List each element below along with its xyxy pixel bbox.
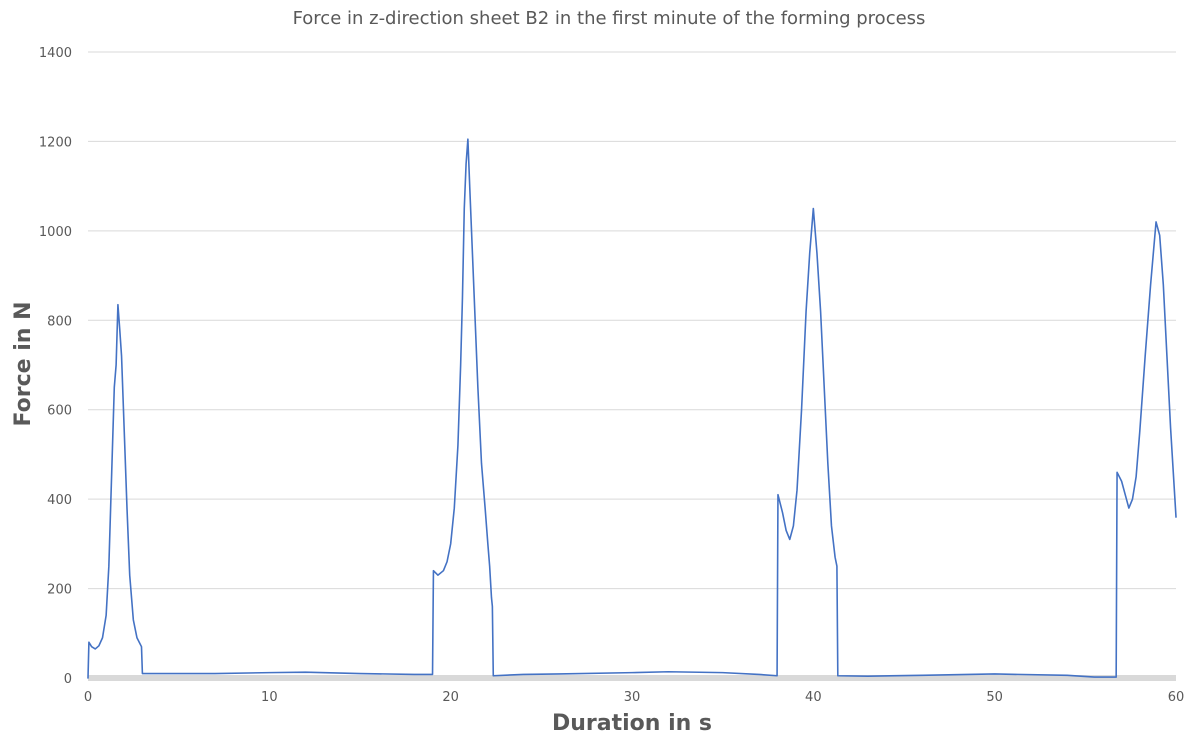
x-tick-label: 60 [1168, 690, 1184, 705]
x-axis-label: Duration in s [552, 711, 712, 736]
y-tick-label: 1000 [39, 225, 72, 240]
x-tick-label: 20 [442, 690, 459, 705]
x-tick-label: 40 [805, 690, 822, 705]
y-tick-label: 800 [47, 314, 72, 329]
y-tick-label: 600 [47, 404, 72, 419]
y-tick-label: 0 [64, 672, 72, 687]
x-axis-baseline [88, 675, 1176, 681]
gridlines [88, 51, 1176, 590]
tick-labels: 0 200 400 600 800 1000 1200 1400 0 10 20 30 40 50 60 [39, 46, 1184, 705]
x-tick-label: 0 [84, 690, 92, 705]
y-axis-label: Force in N [11, 302, 36, 427]
x-tick-label: 10 [261, 690, 278, 705]
force-series-line [87, 138, 1177, 679]
x-tick-label: 30 [624, 690, 641, 705]
series-layer [87, 138, 1177, 679]
y-tick-label: 400 [47, 493, 72, 508]
x-tick-label: 50 [986, 690, 1003, 705]
y-tick-label: 1200 [39, 135, 72, 150]
y-tick-label: 200 [47, 583, 72, 598]
y-tick-label: 1400 [39, 46, 72, 61]
chart-title: Force in z-direction sheet B2 in the fir… [293, 8, 926, 29]
